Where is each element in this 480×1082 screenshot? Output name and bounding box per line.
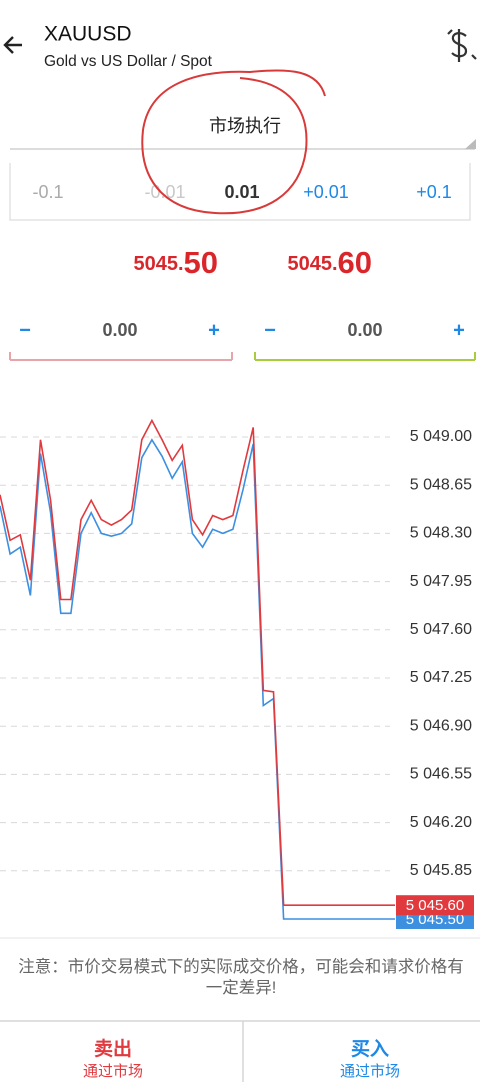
price-pips: 60 <box>338 245 372 280</box>
tick-chart: 5 049.00 5 048.65 5 048.30 5 047.95 5 047.60… <box>0 418 474 929</box>
stepper-minus[interactable]: − <box>19 319 31 341</box>
order-type[interactable]: 市场执行 <box>209 116 281 136</box>
sell-sublabel: 通过市场 <box>83 1063 143 1080</box>
volume-step[interactable]: +0.01 <box>303 182 349 202</box>
buy-button[interactable]: 买入 <box>351 1038 389 1060</box>
stepper-plus[interactable]: + <box>208 319 220 341</box>
y-tick-label: 5 047.95 <box>410 573 472 590</box>
price-main: 5045. <box>133 253 183 275</box>
buy-sublabel: 通过市场 <box>340 1063 400 1080</box>
symbol-description: Gold vs US Dollar / Spot <box>44 53 213 70</box>
bid-price: 5045.50 <box>133 245 218 280</box>
stepper-value: 0.00 <box>347 320 382 340</box>
y-tick-label: 5 046.90 <box>410 717 472 734</box>
dropdown-arrow <box>465 139 476 149</box>
y-tick-label: 5 046.20 <box>410 814 472 831</box>
stepper-minus[interactable]: − <box>264 319 276 341</box>
y-tick-label: 5 047.60 <box>410 621 472 638</box>
symbol: XAUUSD <box>44 23 132 46</box>
price-line <box>0 418 395 907</box>
ask-price: 5045.60 <box>287 245 372 280</box>
annotation-circle <box>141 69 326 215</box>
stepper-value: 0.00 <box>102 320 137 340</box>
y-tick-label: 5 048.30 <box>410 525 472 542</box>
price-tag <box>396 895 474 916</box>
y-tick-label: 5 045.85 <box>410 862 472 879</box>
volume-step[interactable]: 0.01 <box>224 182 259 202</box>
y-tick-label: 5 047.25 <box>410 669 472 686</box>
back-button[interactable] <box>3 36 22 54</box>
volume-box <box>9 163 471 221</box>
price-line <box>0 438 395 920</box>
notice: 注意：市价交易模式下的实际成交价格，可能会和请求价格有一定差异! <box>18 958 464 997</box>
sell-button[interactable]: 卖出 <box>94 1037 132 1060</box>
volume-step[interactable]: -0.01 <box>144 182 185 202</box>
volume-step[interactable]: -0.1 <box>32 182 63 202</box>
price-main: 5045. <box>287 253 337 275</box>
price-tag-label: 5 045.60 <box>406 897 464 914</box>
currency-icon[interactable] <box>447 29 477 62</box>
volume-step[interactable]: +0.1 <box>416 182 452 202</box>
y-tick-label: 5 048.65 <box>410 476 472 493</box>
y-tick-label: 5 046.55 <box>410 766 472 783</box>
y-tick-label: 5 049.00 <box>410 428 472 445</box>
stepper-plus[interactable]: + <box>453 319 465 341</box>
price-pips: 50 <box>184 245 218 280</box>
